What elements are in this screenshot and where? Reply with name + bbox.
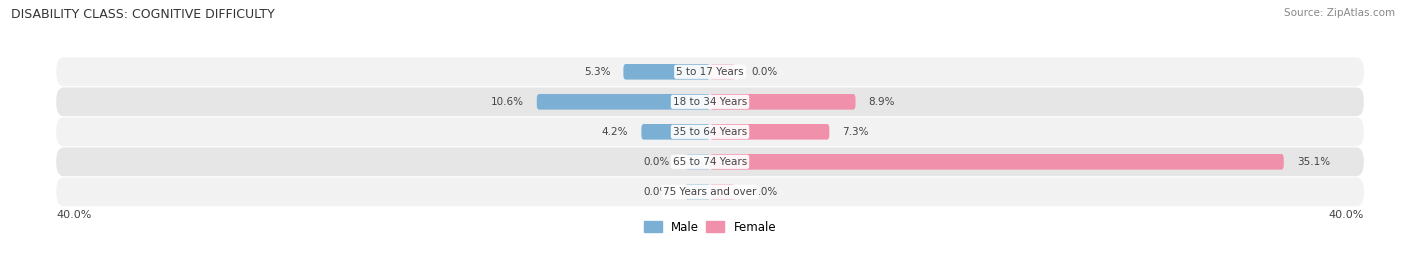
FancyBboxPatch shape: [56, 87, 1364, 116]
FancyBboxPatch shape: [710, 94, 855, 109]
FancyBboxPatch shape: [710, 154, 1284, 170]
Text: 7.3%: 7.3%: [842, 127, 869, 137]
FancyBboxPatch shape: [641, 124, 710, 140]
Text: 18 to 34 Years: 18 to 34 Years: [673, 97, 747, 107]
Text: 40.0%: 40.0%: [56, 210, 91, 220]
FancyBboxPatch shape: [710, 64, 734, 80]
Text: 40.0%: 40.0%: [1329, 210, 1364, 220]
Text: 4.2%: 4.2%: [602, 127, 628, 137]
FancyBboxPatch shape: [56, 147, 1364, 176]
FancyBboxPatch shape: [623, 64, 710, 80]
Text: 10.6%: 10.6%: [491, 97, 523, 107]
Text: 8.9%: 8.9%: [869, 97, 896, 107]
FancyBboxPatch shape: [56, 117, 1364, 146]
Text: 5.3%: 5.3%: [583, 67, 610, 77]
FancyBboxPatch shape: [537, 94, 710, 109]
FancyBboxPatch shape: [686, 184, 710, 200]
Text: 0.0%: 0.0%: [643, 157, 669, 167]
FancyBboxPatch shape: [56, 57, 1364, 86]
Text: 0.0%: 0.0%: [751, 187, 778, 197]
Text: 0.0%: 0.0%: [643, 187, 669, 197]
Text: 65 to 74 Years: 65 to 74 Years: [673, 157, 747, 167]
FancyBboxPatch shape: [686, 154, 710, 170]
FancyBboxPatch shape: [710, 184, 734, 200]
Text: 75 Years and over: 75 Years and over: [664, 187, 756, 197]
FancyBboxPatch shape: [56, 178, 1364, 206]
Text: 35.1%: 35.1%: [1296, 157, 1330, 167]
FancyBboxPatch shape: [710, 124, 830, 140]
Text: 0.0%: 0.0%: [751, 67, 778, 77]
Text: Source: ZipAtlas.com: Source: ZipAtlas.com: [1284, 8, 1395, 18]
Text: 35 to 64 Years: 35 to 64 Years: [673, 127, 747, 137]
Text: 5 to 17 Years: 5 to 17 Years: [676, 67, 744, 77]
Text: DISABILITY CLASS: COGNITIVE DIFFICULTY: DISABILITY CLASS: COGNITIVE DIFFICULTY: [11, 8, 276, 21]
Legend: Male, Female: Male, Female: [640, 216, 780, 238]
